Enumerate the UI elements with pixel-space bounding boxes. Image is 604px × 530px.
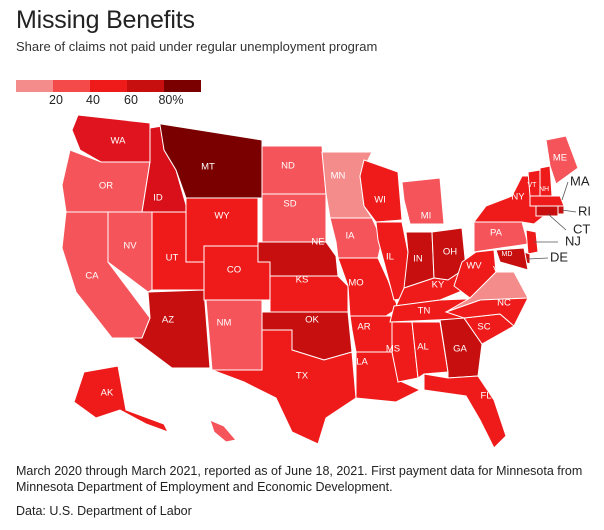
state-ct	[535, 205, 559, 217]
state-az	[130, 289, 211, 369]
state-label-mn: MN	[331, 171, 346, 182]
state-ms	[391, 321, 419, 383]
callout-label-ri: RI	[578, 203, 591, 218]
state-label-sc: SC	[477, 322, 490, 333]
callout-leader-ct	[547, 213, 567, 231]
state-ne	[257, 241, 339, 277]
callout-label-ct: CT	[573, 221, 590, 236]
state-label-ut: UT	[166, 253, 179, 264]
state-me	[545, 135, 579, 185]
callout-leader-ma	[561, 181, 569, 201]
legend-swatch-3	[127, 80, 164, 92]
state-label-md: MD	[502, 251, 513, 258]
footnote: March 2020 through March 2021, reported …	[16, 464, 583, 494]
state-label-ok: OK	[305, 315, 319, 326]
state-label-tn: TN	[418, 306, 431, 317]
state-al	[411, 321, 449, 379]
legend-swatch-4	[164, 80, 201, 92]
state-nm	[205, 299, 263, 371]
state-label-ar: AR	[357, 322, 370, 333]
legend-swatch-2	[90, 80, 127, 92]
state-label-al: AL	[417, 342, 429, 353]
state-ks	[269, 275, 349, 313]
state-label-pa: PA	[490, 228, 503, 239]
callout-label-ma: MA	[570, 173, 590, 188]
state-label-ca: CA	[85, 271, 99, 282]
state-label-ks: KS	[296, 275, 309, 286]
state-label-co: CO	[227, 265, 241, 276]
state-label-ia: IA	[346, 231, 356, 242]
state-label-wv: WV	[466, 261, 482, 272]
state-label-fl: FL	[480, 391, 491, 402]
state-label-id: ID	[153, 193, 163, 204]
state-ma	[529, 195, 565, 207]
state-label-nd: ND	[281, 161, 295, 172]
state-label-wa: WA	[111, 136, 127, 147]
state-label-mo: MO	[348, 278, 363, 289]
state-label-in: IN	[413, 254, 423, 265]
state-ia	[329, 217, 383, 259]
data-source: Data: U.S. Department of Labor	[16, 504, 192, 518]
state-label-me: ME	[553, 153, 567, 164]
legend-color-bar	[16, 80, 201, 92]
state-label-wi: WI	[374, 195, 386, 206]
legend-label-20: 20	[49, 93, 63, 107]
state-label-ne: NE	[311, 237, 324, 248]
chart-title: Missing Benefits	[16, 6, 195, 34]
state-label-la: LA	[356, 357, 368, 368]
state-label-nc: NC	[497, 298, 511, 309]
state-label-ms: MS	[386, 344, 400, 355]
state-nj	[525, 229, 539, 255]
state-md	[495, 247, 529, 271]
state-label-mi: MI	[421, 211, 432, 222]
legend-label-60: 60	[124, 93, 138, 107]
us-states-map: WA OR CA NV ID MT WY UT AZ CO NM ND SD NE KS OK TX MN IA MO…	[61, 114, 591, 449]
state-label-ny: NY	[511, 192, 525, 203]
callout-leader-ri	[561, 209, 577, 213]
state-label-mt: MT	[201, 162, 215, 173]
callout-label-de: DE	[550, 249, 568, 264]
state-mi	[401, 177, 445, 225]
state-label-va: VA	[493, 265, 506, 276]
callout-label-nj: NJ	[565, 233, 581, 248]
state-tx	[211, 329, 357, 445]
state-hi	[209, 419, 237, 443]
state-label-ky: KY	[432, 280, 445, 291]
state-label-tx: TX	[296, 371, 309, 382]
legend-swatch-1	[53, 80, 90, 92]
state-label-nh: NH	[539, 186, 549, 193]
legend-labels: 20 40 60 80%	[16, 92, 201, 108]
callout-leader-de	[527, 257, 549, 260]
chart-subtitle: Share of claims not paid under regular u…	[16, 39, 378, 54]
state-label-ga: GA	[453, 344, 467, 355]
state-label-or: OR	[99, 181, 113, 192]
state-label-nv: NV	[123, 241, 137, 252]
state-fl	[423, 373, 507, 449]
state-label-az: AZ	[162, 315, 174, 326]
state-label-oh: OH	[443, 247, 457, 258]
state-label-vt: VT	[528, 182, 538, 189]
legend: 20 40 60 80%	[16, 80, 201, 108]
legend-label-80: 80%	[158, 93, 184, 107]
state-label-nm: NM	[217, 318, 232, 329]
state-label-wy: WY	[214, 211, 230, 222]
legend-label-40: 40	[86, 93, 100, 107]
state-label-sd: SD	[283, 199, 296, 210]
state-label-il: IL	[386, 252, 394, 263]
state-ak	[73, 365, 170, 433]
legend-swatch-0	[16, 80, 53, 92]
state-label-ak: AK	[101, 388, 114, 399]
